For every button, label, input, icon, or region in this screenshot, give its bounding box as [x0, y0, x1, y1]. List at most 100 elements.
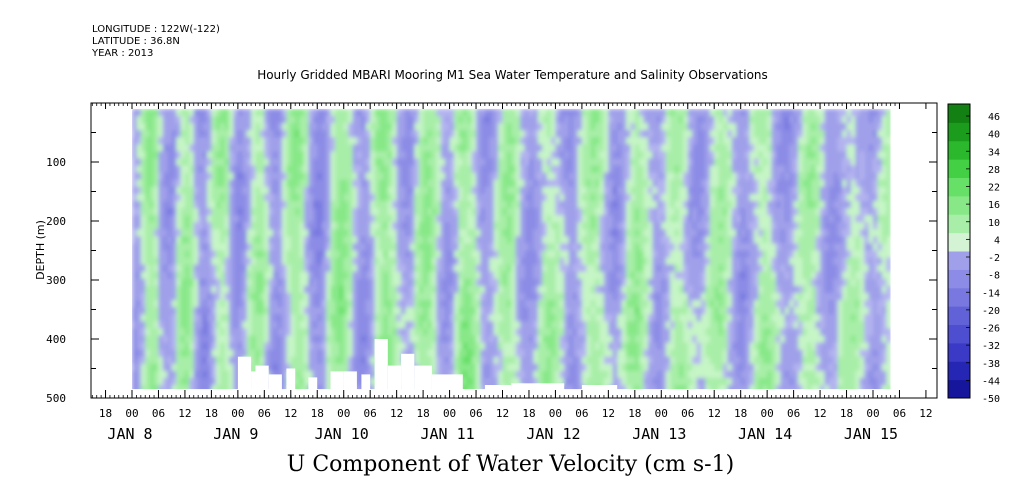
heatmap-cell: [374, 300, 380, 308]
heatmap-cell: [621, 137, 627, 146]
heatmap-cell: [670, 200, 676, 209]
heatmap-cell: [383, 186, 389, 195]
heatmap-cell: [295, 200, 301, 209]
heatmap-cell: [665, 193, 671, 202]
heatmap-cell: [555, 130, 561, 139]
heatmap-cell: [184, 179, 191, 188]
heatmap-cell: [145, 257, 151, 266]
heatmap-cell: [617, 271, 623, 280]
heatmap-cell: [348, 200, 354, 209]
heatmap-cell: [489, 285, 495, 294]
heatmap-cell: [343, 186, 349, 195]
heatmap-cell: [634, 123, 641, 131]
heatmap-cell: [670, 278, 676, 287]
heatmap-cell: [626, 172, 632, 181]
heatmap-cell: [405, 342, 411, 351]
heatmap-cell: [246, 285, 252, 294]
heatmap-cell: [299, 172, 305, 181]
heatmap-cell: [528, 363, 535, 372]
heatmap-cell: [145, 250, 151, 259]
heatmap-cell: [652, 200, 658, 209]
heatmap-cell: [453, 193, 460, 202]
heatmap-cell: [665, 172, 671, 181]
heatmap-cell: [467, 356, 473, 365]
heatmap-cell: [555, 363, 561, 372]
heatmap-cell: [467, 108, 473, 117]
heatmap-cell: [352, 193, 358, 202]
heatmap-cell: [568, 377, 574, 386]
heatmap-cell: [427, 328, 433, 337]
heatmap-cell: [264, 342, 270, 351]
heatmap-cell: [617, 370, 623, 379]
heatmap-cell: [661, 377, 667, 386]
heatmap-cell: [542, 144, 548, 153]
heatmap-cell: [524, 236, 530, 245]
heatmap-cell: [498, 349, 504, 358]
heatmap-cell: [343, 193, 349, 202]
heatmap-cell: [533, 108, 539, 117]
heatmap-cell: [617, 200, 623, 209]
heatmap-cell: [379, 222, 385, 231]
heatmap-cell: [176, 321, 182, 330]
heatmap-cell: [648, 137, 654, 146]
heatmap-cell: [453, 243, 460, 252]
heatmap-cell: [643, 200, 649, 209]
heatmap-cell: [352, 186, 358, 195]
heatmap-cell: [511, 363, 517, 372]
heatmap-cell: [648, 250, 654, 259]
heatmap-cell: [154, 370, 160, 379]
heatmap-cell: [242, 158, 248, 167]
heatmap-cell: [295, 215, 301, 223]
heatmap-cell: [480, 215, 486, 223]
heatmap-cell: [215, 115, 222, 124]
heatmap-cell: [414, 123, 420, 131]
heatmap-cell: [621, 285, 627, 294]
heatmap-cell: [149, 300, 155, 308]
heatmap-cell: [476, 108, 482, 117]
heatmap-cell: [480, 363, 486, 372]
heatmap-cell: [603, 193, 610, 202]
heatmap-cell: [264, 158, 270, 167]
heatmap-cell: [555, 137, 561, 146]
heatmap-cell: [136, 229, 142, 238]
heatmap-cell: [273, 208, 279, 216]
heatmap-cell: [423, 271, 429, 280]
heatmap-cell: [656, 186, 663, 195]
heatmap-cell: [568, 250, 574, 259]
heatmap-cell: [145, 370, 151, 379]
heatmap-cell: [608, 243, 614, 252]
heatmap-cell: [595, 179, 601, 188]
heatmap-cell: [621, 200, 627, 209]
heatmap-cell: [621, 278, 627, 287]
heatmap-cell: [352, 229, 358, 238]
heatmap-cell: [533, 215, 539, 223]
heatmap-cell: [237, 321, 244, 330]
heatmap-cell: [348, 123, 354, 131]
heatmap-cell: [237, 243, 244, 252]
heatmap-cell: [449, 278, 455, 287]
heatmap-cell: [661, 115, 667, 124]
heatmap-cell: [370, 307, 376, 316]
heatmap-cell: [379, 328, 385, 337]
heatmap-cell: [198, 264, 204, 273]
heatmap-cell: [480, 328, 486, 337]
heatmap-cell: [171, 328, 177, 337]
heatmap-cell: [489, 328, 495, 337]
heatmap-cell: [189, 193, 195, 202]
heatmap-cell: [555, 158, 561, 167]
heatmap-cell: [229, 271, 235, 280]
heatmap-cell: [542, 229, 548, 238]
heatmap-cell: [215, 144, 222, 153]
heatmap-cell: [626, 370, 632, 379]
heatmap-cell: [330, 363, 336, 372]
heatmap-cell: [515, 193, 521, 202]
heatmap-cell: [401, 123, 407, 131]
heatmap-cell: [502, 108, 508, 117]
heatmap-cell: [511, 307, 517, 316]
heatmap-cell: [154, 356, 160, 365]
heatmap-cell: [493, 370, 499, 379]
heatmap-cell: [352, 215, 358, 223]
heatmap-cell: [528, 229, 535, 238]
heatmap-cell: [374, 321, 380, 330]
heatmap-cell: [317, 356, 323, 365]
